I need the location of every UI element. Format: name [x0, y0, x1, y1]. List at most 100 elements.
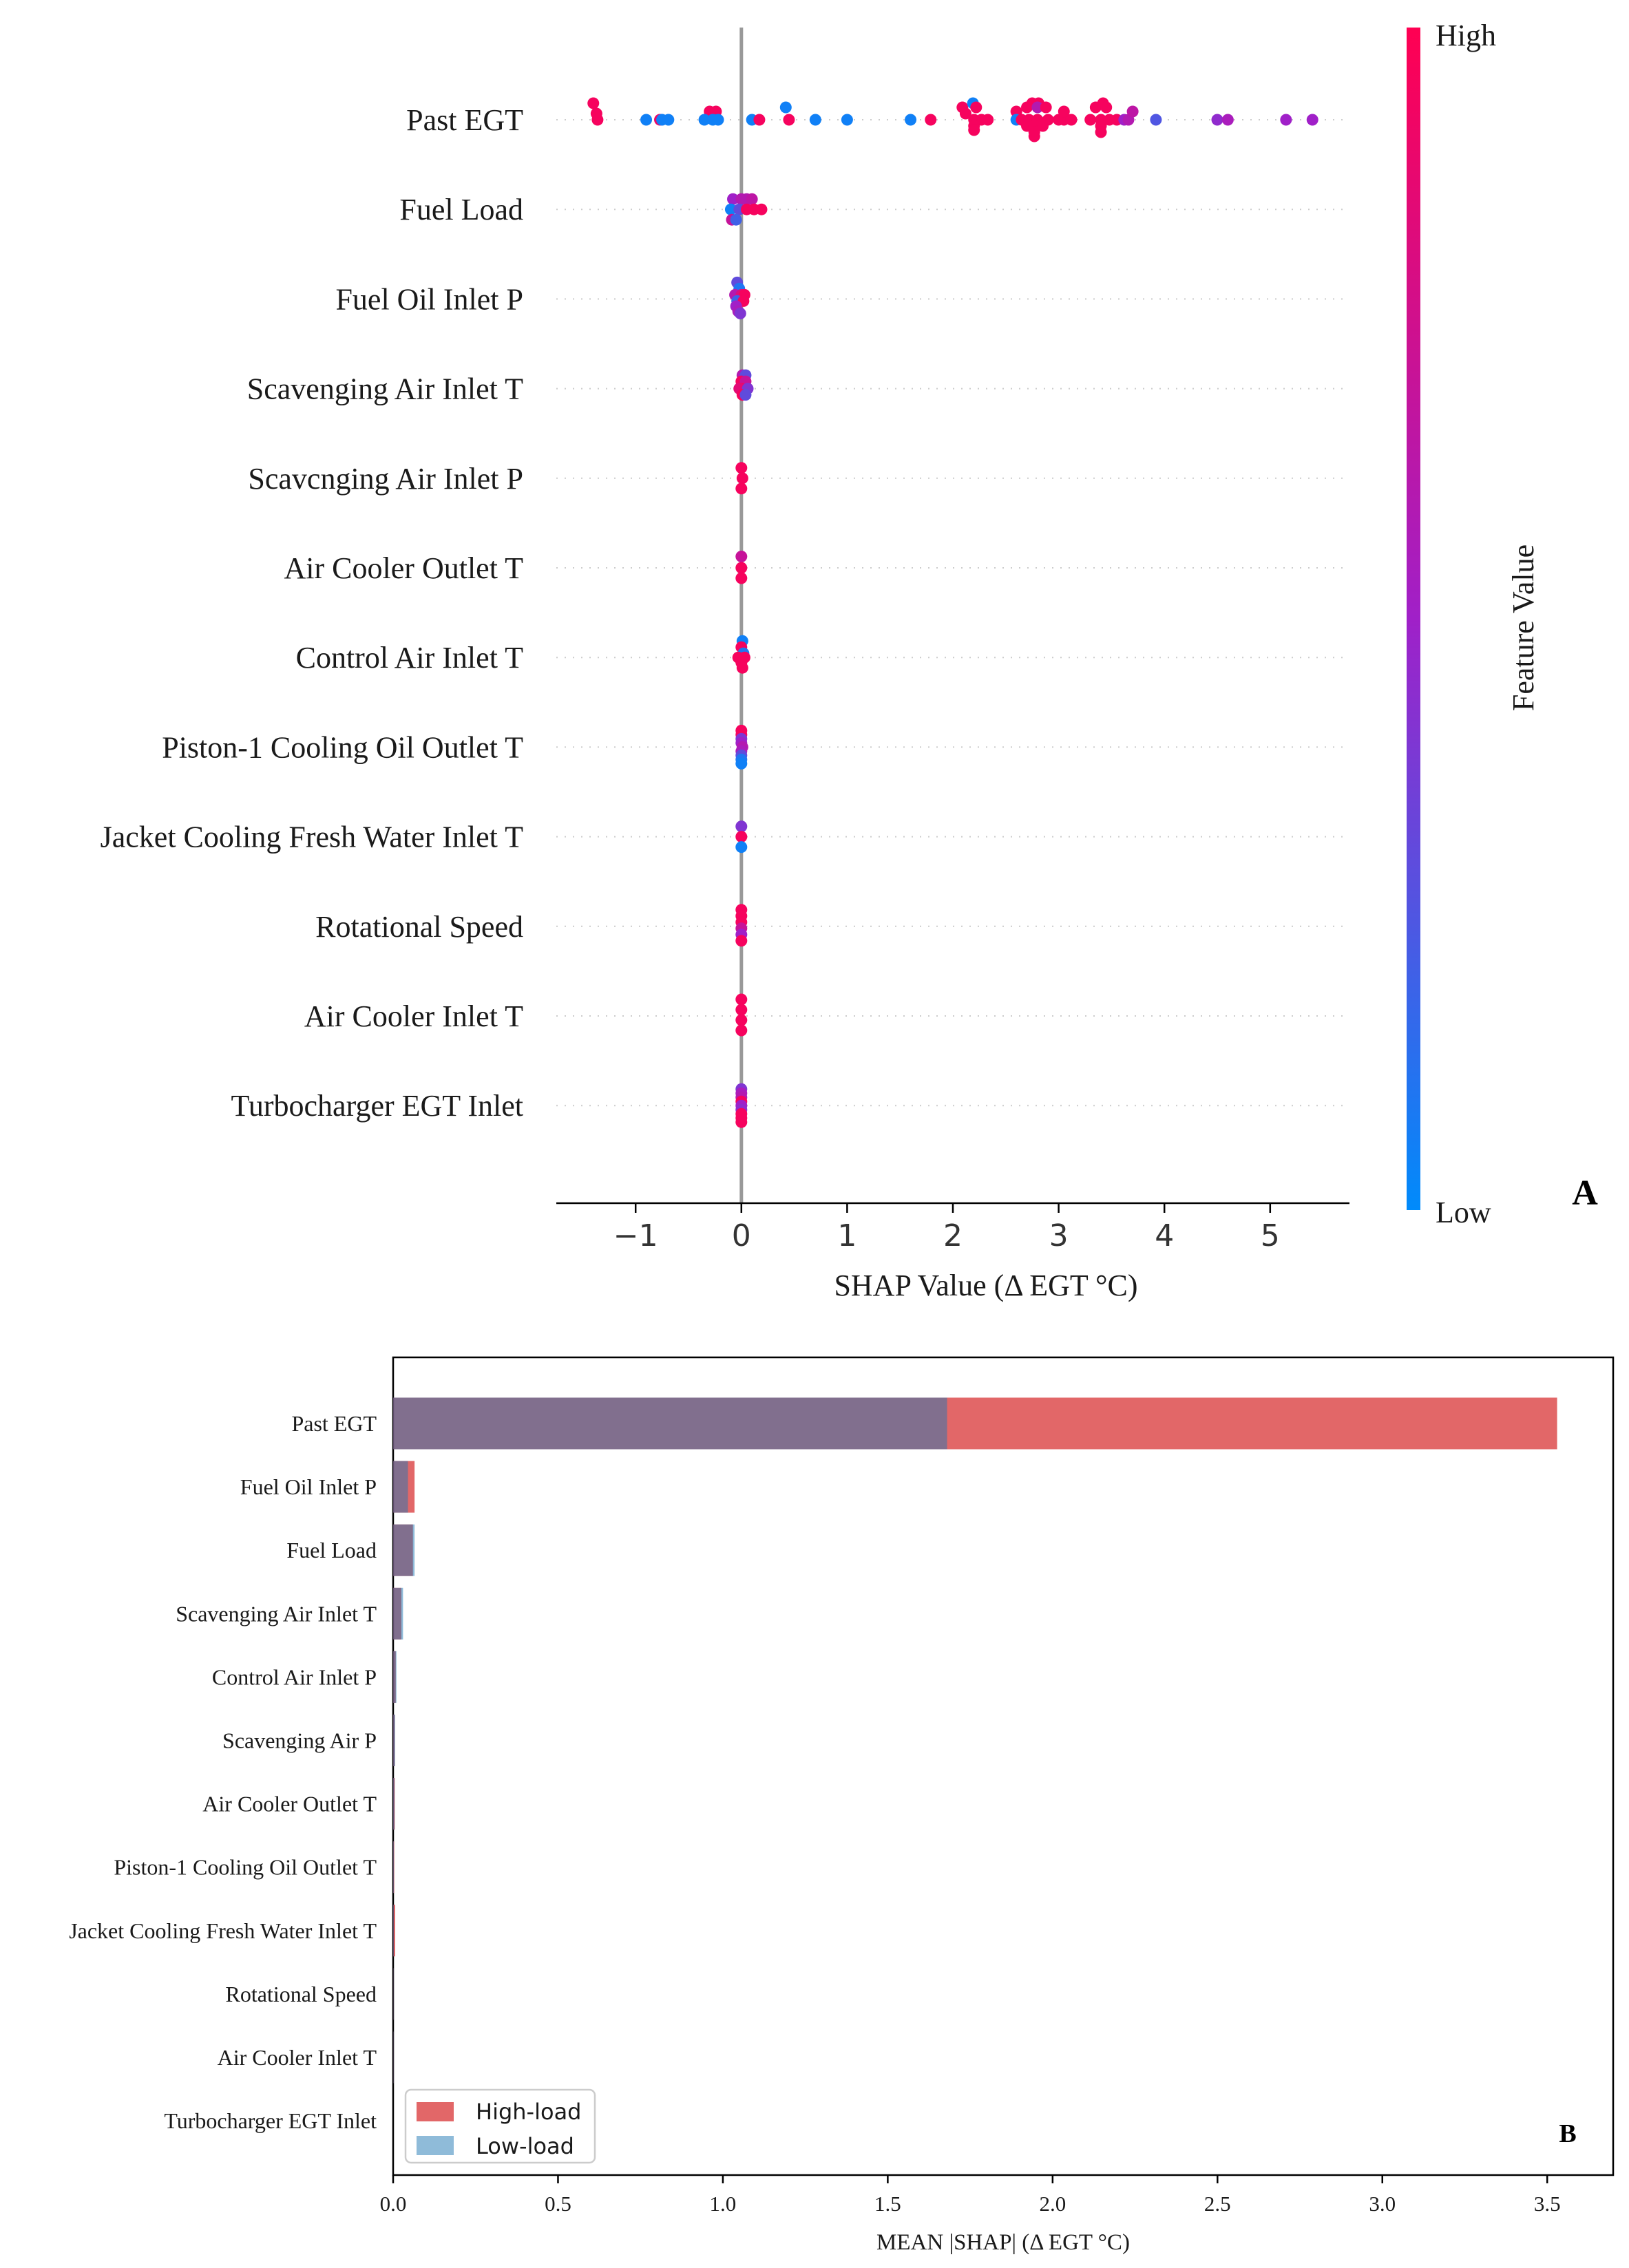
b-legend-low-load-swatch [417, 2136, 454, 2155]
a-point-rotational-speed-5 [735, 935, 748, 947]
a-feature-label-scavcnging-air-inlet-p: Scavcnging Air Inlet P [248, 462, 523, 496]
a-point-fuel-load-0 [727, 193, 739, 205]
b-x-tick-label-3: 1.5 [874, 2192, 901, 2216]
a-feature-label-past-egt: Past EGT [406, 103, 523, 137]
a-point-piston-1-cooling-oil-outlet-t-8 [735, 757, 748, 770]
a-feature-label-fuel-oil-inlet-p: Fuel Oil Inlet P [335, 282, 523, 316]
b-category-label-air-cooler-outlet-t: Air Cooler Outlet T [202, 1792, 377, 1816]
a-feature-label-fuel-load: Fuel Load [399, 193, 523, 226]
b-bar-low-load-control-air-inlet-p [393, 1651, 397, 1703]
a-point-scavcnging-air-inlet-p-2 [735, 483, 748, 495]
a-point-past-egt-64 [1280, 114, 1292, 126]
b-x-tick-label-4: 2.0 [1039, 2192, 1066, 2216]
b-category-label-air-cooler-inlet-t: Air Cooler Inlet T [218, 2045, 377, 2070]
a-colorbar-low-label: Low [1436, 1196, 1491, 1229]
b-plot-frame [392, 1356, 1615, 2176]
a-point-fuel-oil-inlet-p-9 [734, 307, 746, 319]
b-category-label-fuel-oil-inlet-p: Fuel Oil Inlet P [240, 1474, 377, 1499]
a-x-tick-label-1: 0 [732, 1218, 751, 1253]
a-point-air-cooler-inlet-t-3 [735, 1024, 748, 1037]
a-point-past-egt-0 [587, 97, 600, 109]
a-point-past-egt-14 [779, 101, 792, 114]
a-panel-label: A [1572, 1174, 1598, 1213]
a-x-ticks: −1 0 1 2 3 4 5 [613, 1203, 1280, 1253]
a-feature-label-air-cooler-inlet-t: Air Cooler Inlet T [304, 999, 523, 1033]
b-x-tick-label-2: 1.0 [710, 2192, 737, 2216]
a-feature-labels: Past EGT Fuel Load Fuel Oil Inlet P Scaveng… [101, 103, 523, 1123]
a-point-air-cooler-inlet-t-2 [735, 1014, 748, 1026]
a-point-fuel-load-10 [730, 213, 742, 226]
a-point-scavcnging-air-inlet-p-1 [736, 472, 748, 485]
a-feature-label-air-cooler-outlet-t: Air Cooler Outlet T [284, 551, 524, 585]
a-point-past-egt-50 [1089, 101, 1102, 114]
a-point-past-egt-52 [1084, 114, 1097, 126]
b-bar-low-load-piston-1-cooling-oil-outlet-t [393, 1841, 394, 1894]
a-point-past-egt-65 [1306, 114, 1318, 126]
b-legend: High-load Low-load [404, 2088, 596, 2164]
a-point-jacket-cooling-fresh-water-inlet-t-1 [735, 831, 748, 843]
b-bar-low-load-past-egt [393, 1397, 947, 1450]
a-point-past-egt-2 [591, 114, 604, 126]
a-point-past-egt-13 [753, 114, 766, 126]
a-point-scavenging-air-inlet-t-8 [739, 389, 752, 401]
b-category-label-rotational-speed: Rotational Speed [225, 1982, 377, 2006]
b-category-label-scavenging-air-inlet-t: Scavenging Air Inlet T [176, 1601, 377, 1626]
a-point-past-egt-44 [1028, 130, 1040, 142]
a-point-air-cooler-outlet-t-2 [735, 572, 748, 584]
b-legend-low-load-label: Low-load [476, 2133, 574, 2159]
a-feature-label-piston-1-cooling-oil-outlet-t: Piston-1 Cooling Oil Outlet T [162, 730, 523, 764]
a-point-past-egt-22 [970, 101, 982, 114]
a-point-fuel-load-3 [746, 193, 758, 205]
a-point-jacket-cooling-fresh-water-inlet-t-0 [735, 820, 748, 833]
b-bar-high-load-jacket-cooling-fresh-water-inlet-t [393, 1905, 395, 1957]
a-point-air-cooler-inlet-t-0 [735, 993, 748, 1006]
b-category-label-jacket-cooling-fresh-water-inlet-t: Jacket Cooling Fresh Water Inlet T [69, 1918, 377, 1943]
a-point-past-egt-57 [1095, 126, 1107, 138]
a-point-past-egt-28 [968, 124, 980, 136]
a-point-past-egt-34 [1040, 101, 1052, 114]
b-x-tick-label-5: 2.5 [1204, 2192, 1231, 2216]
a-point-jacket-cooling-fresh-water-inlet-t-2 [735, 841, 748, 854]
b-category-label-scavenging-air-p: Scavenging Air P [222, 1728, 377, 1753]
a-point-past-egt-15 [783, 114, 795, 126]
b-category-label-fuel-load: Fuel Load [286, 1538, 377, 1562]
a-point-past-egt-32 [1021, 101, 1033, 114]
a-point-past-egt-18 [905, 114, 917, 126]
a-point-turbocharger-egt-inlet-8 [735, 1116, 748, 1128]
a-point-past-egt-17 [841, 114, 853, 126]
a-x-tick-label-4: 3 [1049, 1218, 1069, 1253]
a-colorbar [1407, 28, 1420, 1210]
b-x-tick-label-7: 3.5 [1534, 2192, 1561, 2216]
a-point-past-egt-33 [1031, 101, 1044, 114]
b-x-axis-label: MEAN |SHAP| (Δ EGT °C) [876, 2230, 1130, 2255]
a-x-tick-label-3: 2 [943, 1218, 963, 1253]
b-bar-low-load-air-cooler-outlet-t [393, 1778, 395, 1830]
a-point-past-egt-62 [1211, 114, 1223, 126]
b-bar-low-load-scavenging-air-p [393, 1715, 395, 1766]
a-point-past-egt-48 [1058, 105, 1070, 118]
a-point-past-egt-42 [1037, 120, 1049, 132]
b-x-tick-label-0: 0.0 [380, 2192, 407, 2216]
a-feature-label-scavenging-air-inlet-t: Scavenging Air Inlet T [247, 372, 523, 406]
a-point-past-egt-61 [1150, 114, 1162, 126]
a-point-past-egt-9 [698, 114, 711, 126]
a-row-gridlines [556, 119, 1349, 1107]
a-feature-label-control-air-inlet-t: Control Air Inlet T [296, 641, 524, 675]
a-point-past-egt-47 [1065, 114, 1078, 126]
a-x-tick-label-2: 1 [837, 1218, 856, 1253]
a-point-fuel-load-8 [755, 203, 768, 215]
a-x-tick-label-5: 4 [1155, 1218, 1174, 1253]
b-bar-low-load-fuel-load [393, 1524, 415, 1576]
a-x-tick-label-6: 5 [1261, 1218, 1280, 1253]
panel-b-bars: Past EGT Fuel Oil Inlet P Fuel Load Scaveng… [69, 1356, 1615, 2255]
b-bar-low-load-fuel-oil-inlet-p [393, 1461, 408, 1513]
a-point-control-air-inlet-t-6 [736, 661, 748, 674]
a-x-axis-label: SHAP Value (Δ EGT °C) [834, 1269, 1137, 1302]
a-points [587, 97, 1318, 1128]
a-point-air-cooler-inlet-t-1 [735, 1004, 748, 1016]
b-x-tick-label-1: 0.5 [545, 2192, 571, 2216]
a-point-air-cooler-outlet-t-1 [735, 562, 748, 574]
b-legend-high-load-label: High-load [476, 2099, 581, 2125]
b-legend-high-load-swatch [417, 2102, 454, 2121]
